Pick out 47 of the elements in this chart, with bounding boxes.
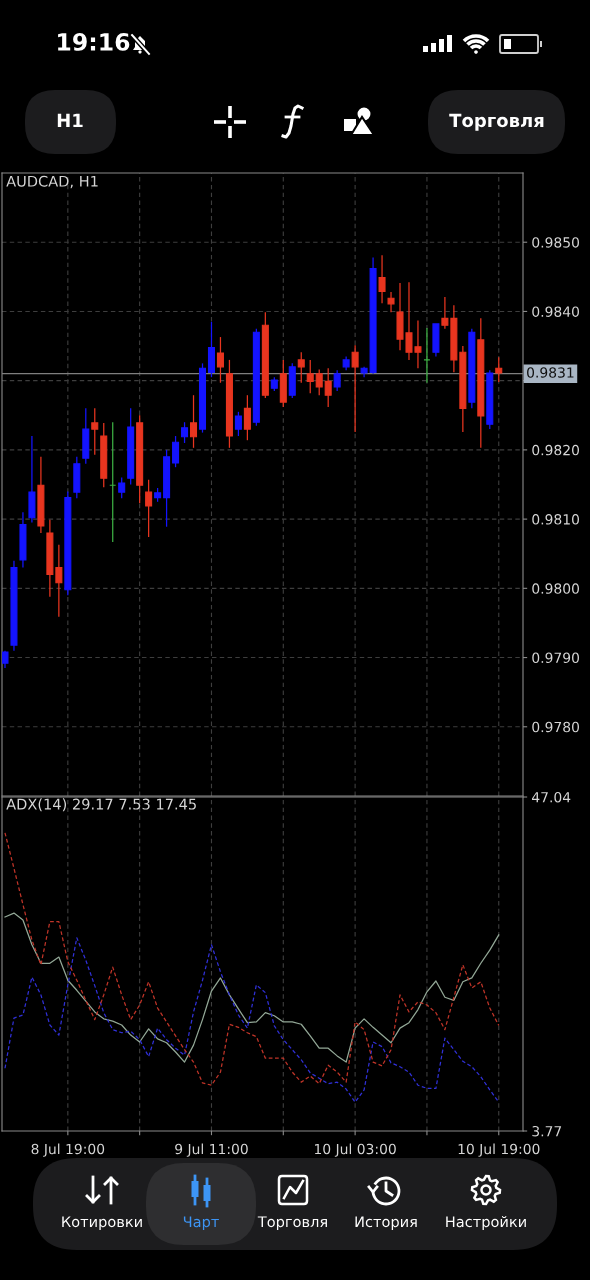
candlestick [387,291,395,313]
candlestick [315,368,323,396]
ref-line-label: 0.9831 [527,367,574,378]
candlestick [172,435,180,468]
y-tick-label: 0.9850 [532,237,580,248]
candlestick [145,479,153,538]
y-tick-label: 0.9810 [532,514,580,525]
y-tick-label: 0.9820 [532,444,580,456]
text: Торговля [257,1216,327,1231]
text: Котировки [62,1216,142,1231]
chart-title: ADX(14) 29.17 7.53 17.45 [6,798,196,812]
text: Чарт [183,1216,219,1231]
line-series [4,937,500,1103]
candlestick [351,344,359,433]
candlestick [234,411,242,437]
candlestick [55,544,63,618]
y-tick-label: 0.9800 [532,583,580,594]
y-tick-label: 0.9780 [532,721,580,733]
text: 19:16 [58,33,130,51]
chart-title: AUDCAD, H1 [6,175,98,189]
text: Торговля [449,113,544,131]
text: История [355,1216,417,1231]
y-tick-label: 47.04 [532,791,571,803]
candlestick [181,421,189,444]
line-series [4,832,500,1086]
text: H1 [57,113,83,127]
candlestick [216,336,224,384]
candlestick [333,369,341,392]
line-series [4,912,500,1063]
candlestick [423,327,431,384]
x-tick-label: 8 Jul 19:00 [31,1143,105,1157]
candlestick [91,407,99,456]
candlestick [495,356,503,383]
y-tick-label: 0.9790 [532,652,580,664]
y-tick-label: 0.9840 [532,306,580,317]
candlestick [378,254,386,304]
x-tick-label: 10 Jul 03:00 [315,1143,396,1157]
candlestick [306,359,314,394]
candlestick [324,367,332,408]
candlestick [297,351,305,384]
x-tick-label: 9 Jul 11:00 [175,1143,248,1157]
y-tick-label: 3.77 [532,1125,562,1137]
candlestick [243,394,251,441]
candlestick [118,476,126,499]
text: Настройки [446,1216,526,1231]
candlestick [190,394,198,449]
x-tick-label: 10 Jul 19:00 [458,1143,540,1157]
